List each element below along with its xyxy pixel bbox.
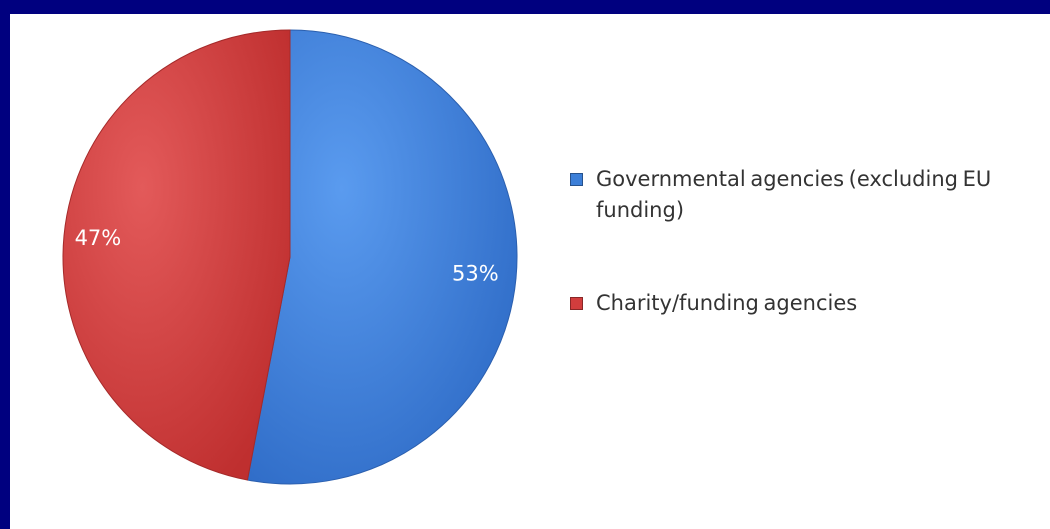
legend-label-governmental: Governmental agencies (excluding EU fund… xyxy=(596,167,992,222)
chart-legend: Governmental agencies (excluding EU fund… xyxy=(566,164,1046,319)
pie-label-charity: 47% xyxy=(75,226,122,250)
legend-label-charity: Charity/funding agencies xyxy=(596,291,858,315)
legend-item-governmental: Governmental agencies (excluding EU fund… xyxy=(566,164,1046,226)
pie-slice-charity xyxy=(63,30,291,480)
pie-slice-governmental xyxy=(247,30,518,485)
legend-swatch-governmental xyxy=(570,173,583,186)
legend-item-charity: Charity/funding agencies xyxy=(566,288,1046,319)
pie-label-governmental: 53% xyxy=(452,262,499,286)
legend-swatch-charity xyxy=(570,297,583,310)
pie-slice-outline-charity xyxy=(62,29,291,481)
chart-panel: 53% 47% Governmental agencies (excluding … xyxy=(10,14,1050,529)
pie-chart: 53% 47% xyxy=(62,29,518,485)
pie-slice-outline-governmental xyxy=(246,29,518,485)
